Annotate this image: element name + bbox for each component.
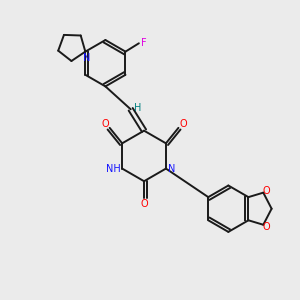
Text: O: O (179, 119, 187, 129)
Text: H: H (134, 103, 142, 113)
Text: N: N (83, 53, 91, 63)
Text: N: N (168, 164, 175, 174)
Text: O: O (101, 119, 109, 129)
Text: O: O (262, 221, 270, 232)
Text: O: O (140, 199, 148, 209)
Text: F: F (141, 38, 147, 48)
Text: O: O (262, 186, 270, 196)
Text: NH: NH (106, 164, 121, 174)
